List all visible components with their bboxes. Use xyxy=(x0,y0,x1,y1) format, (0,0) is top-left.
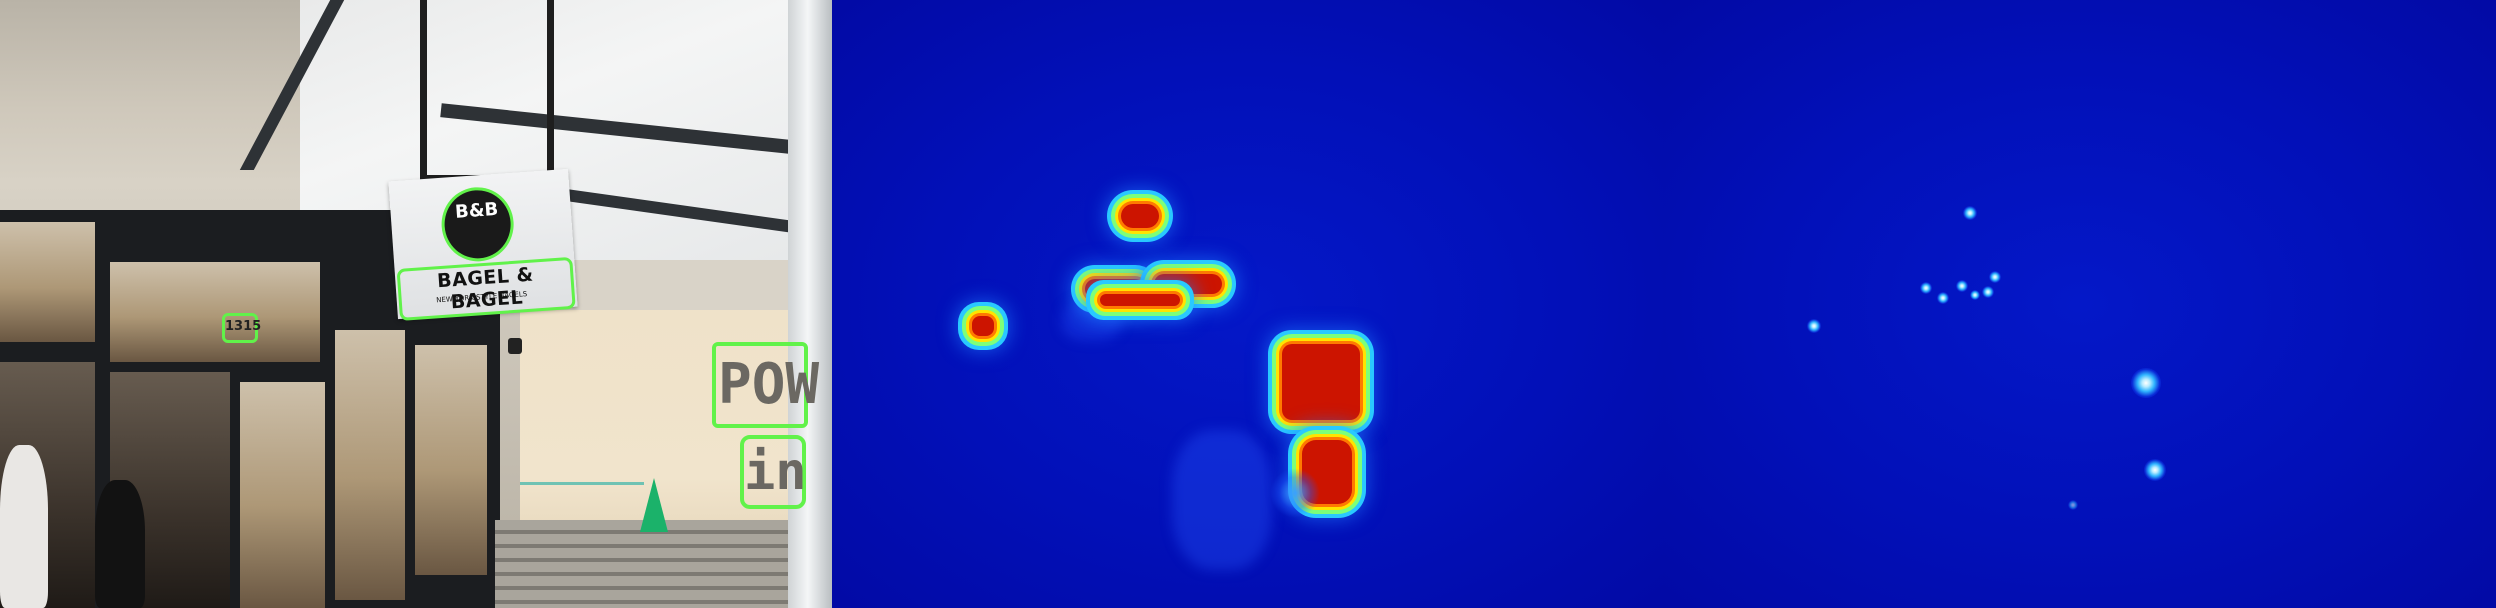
heatmap-hotspot xyxy=(1154,274,1222,294)
heatmap-point xyxy=(1982,286,1994,298)
heatmap-hotspot xyxy=(1100,294,1180,306)
barrier-rope xyxy=(520,482,644,485)
heatmap-point xyxy=(1963,206,1977,220)
stairs xyxy=(495,520,832,608)
heatmap-point xyxy=(1989,271,2001,283)
bagel-sign: B&B BAGEL & BAGEL NEW YORK STYLE BAGELS xyxy=(388,168,578,321)
heatmap-hotspot xyxy=(972,316,994,336)
photo-panel: B&B BAGEL & BAGEL NEW YORK STYLE BAGELS … xyxy=(0,0,832,608)
heatmap-point xyxy=(1970,290,1980,300)
poster-text: in xyxy=(740,435,807,509)
window-pane xyxy=(110,262,320,362)
heatmap-hotspot xyxy=(1121,204,1159,228)
heatmap-glow xyxy=(1270,468,1320,518)
heatmap-point xyxy=(2068,500,2078,510)
window-pane xyxy=(0,222,95,342)
heatmap-point xyxy=(1807,319,1821,333)
heatmap-point xyxy=(2131,368,2161,398)
heatmap-point xyxy=(1956,280,1968,292)
person xyxy=(0,445,48,608)
sign-hanger xyxy=(420,0,554,182)
wall-lamp xyxy=(508,338,522,354)
heatmap-hotspot xyxy=(1282,344,1360,420)
poster-text: POW xyxy=(712,342,819,428)
sign-logo: B&B xyxy=(439,184,517,264)
heatmap-point xyxy=(2144,459,2166,481)
window-pane xyxy=(415,345,487,575)
point-heatmap-panel xyxy=(1664,0,2496,608)
region-heatmap-panel xyxy=(832,0,1664,608)
sign-logo-text: B&B xyxy=(454,198,499,223)
heatmap-faint-region xyxy=(1172,430,1272,570)
traffic-cone xyxy=(640,478,668,532)
glass-door xyxy=(240,382,325,608)
pillar xyxy=(788,0,832,608)
shop-number-text: 1315 xyxy=(222,313,261,343)
person xyxy=(95,480,145,608)
heatmap-point xyxy=(1920,282,1932,294)
construction-hoarding xyxy=(520,310,832,550)
heatmap-faint-region xyxy=(1062,300,1122,340)
window-pane xyxy=(335,330,405,600)
heatmap-point xyxy=(1937,292,1949,304)
